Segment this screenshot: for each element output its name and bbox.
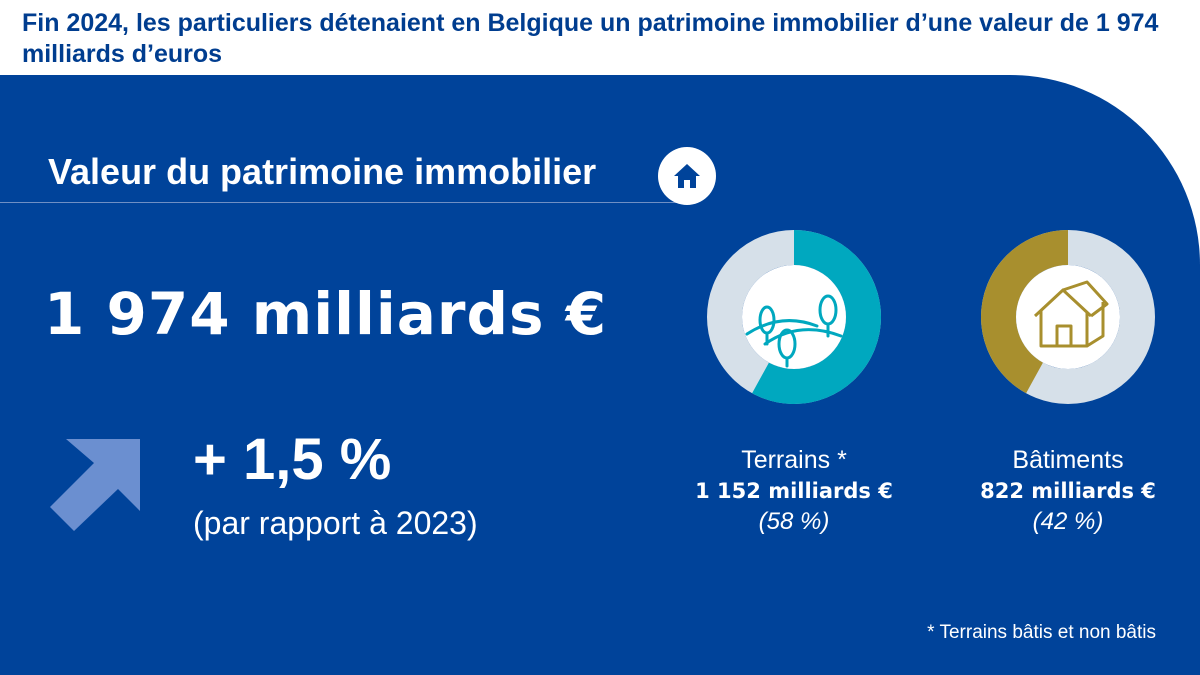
arrow-up-right-icon <box>50 439 140 531</box>
growth-value: + 1,5 % <box>193 427 392 492</box>
legend-category-name: Bâtiments <box>1012 446 1124 474</box>
slice-batiments <box>981 230 1068 394</box>
footnote: * Terrains bâtis et non bâtis <box>927 622 1156 643</box>
legend-share: (58 %) <box>758 508 830 535</box>
infographic-panel <box>0 75 1200 675</box>
legend-terrains: Terrains * 1 152 milliards € (58 %) <box>644 444 944 538</box>
section-title: Valeur du patrimoine immobilier <box>48 151 597 192</box>
legend-batiments: Bâtiments 822 milliards € (42 %) <box>918 444 1200 538</box>
landscape-trees-icon <box>745 294 843 368</box>
house-outline-icon <box>1033 280 1109 348</box>
legend-share: (42 %) <box>1032 508 1104 535</box>
legend-amount: 1 152 milliards € <box>695 479 893 503</box>
total-value: 1 974 milliards € <box>44 280 608 348</box>
legend-amount: 822 milliards € <box>980 479 1156 503</box>
section-divider <box>0 202 680 203</box>
house-icon <box>658 147 716 205</box>
page-title: Fin 2024, les particuliers détenaient en… <box>22 9 1159 68</box>
legend-category-name: Terrains * <box>741 446 847 474</box>
growth-comparison-note: (par rapport à 2023) <box>193 505 478 541</box>
slice-terrains <box>752 230 881 404</box>
